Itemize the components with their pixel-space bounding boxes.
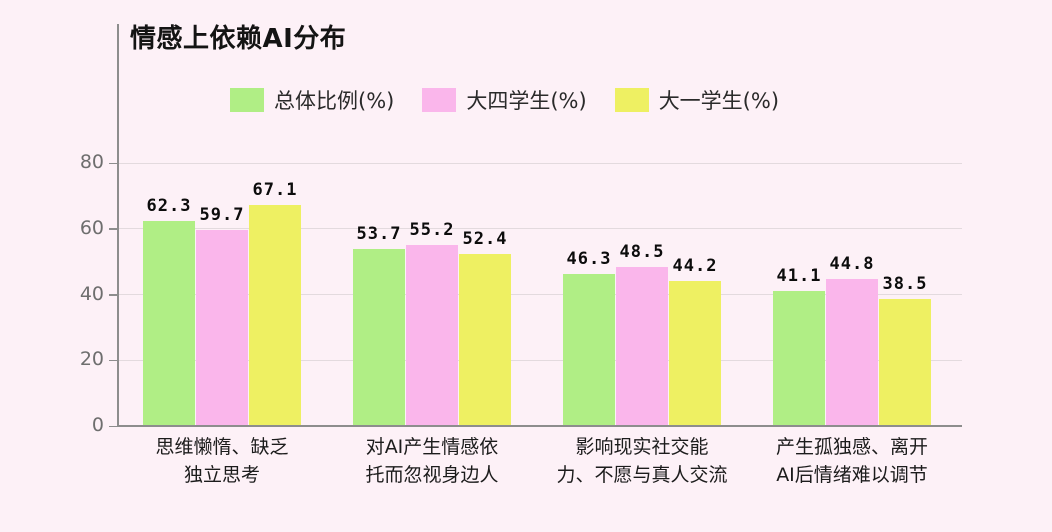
y-axis-tick <box>109 425 117 427</box>
bar-大四学生(%)-0[interactable] <box>196 230 248 426</box>
bar-总体比例(%)-3[interactable] <box>773 291 825 426</box>
y-axis-tick-label: 60 <box>79 216 104 239</box>
legend-item-series-1[interactable]: 大四学生(%) <box>422 85 587 115</box>
bar-大四学生(%)-2[interactable] <box>616 267 668 426</box>
y-axis-tick <box>109 359 117 362</box>
x-axis-line <box>117 425 962 427</box>
bar-column: 52.4 <box>459 224 511 426</box>
y-axis-tick-label: 0 <box>91 414 104 436</box>
legend-item-series-2[interactable]: 大一学生(%) <box>614 85 780 115</box>
bar-value-label: 67.1 <box>252 180 298 200</box>
bar-总体比例(%)-0[interactable] <box>143 221 195 426</box>
x-axis-category-label: 影响现实社交能 力、不愿与真人交流 <box>556 436 728 486</box>
bar-value-label: 44.2 <box>672 256 718 276</box>
bar-column: 67.1 <box>249 175 301 426</box>
x-axis-category-label: 思维懒惰、缺乏 独立思考 <box>155 436 289 486</box>
legend-item-series-0[interactable]: 总体比例(%) <box>230 85 394 115</box>
bar-column: 44.8 <box>826 249 878 426</box>
legend-item-label: 大四学生(%) <box>466 89 587 113</box>
bar-column: 53.7 <box>353 219 405 426</box>
bar-column: 41.1 <box>773 261 825 426</box>
y-axis-tick-label: 40 <box>79 282 104 305</box>
bar-column: 55.2 <box>406 215 458 426</box>
chart-title: 情感上依赖AI分布 <box>130 24 347 54</box>
bar-column: 59.7 <box>196 200 248 426</box>
bar-value-label: 59.7 <box>199 205 245 225</box>
gridline-y-80 <box>117 162 962 164</box>
bar-column: 38.5 <box>879 269 931 426</box>
bar-大一学生(%)-2[interactable] <box>669 281 721 426</box>
bar-总体比例(%)-2[interactable] <box>563 274 615 426</box>
bar-总体比例(%)-1[interactable] <box>353 249 405 426</box>
bar-value-label: 44.8 <box>829 254 875 274</box>
bar-column: 44.2 <box>669 251 721 426</box>
y-axis-tick-label: 80 <box>79 151 104 173</box>
bar-value-label: 38.5 <box>882 274 928 294</box>
legend-item-label: 大一学生(%) <box>658 89 780 113</box>
x-axis-category-label: 产生孤独感、离开 AI后情绪难以调节 <box>775 436 928 486</box>
bar-value-label: 48.5 <box>619 242 665 262</box>
bar-大一学生(%)-1[interactable] <box>459 254 511 426</box>
gridline-y-40 <box>117 294 962 295</box>
legend-swatch-icon <box>422 88 457 112</box>
bar-column: 62.3 <box>143 191 195 426</box>
bar-value-label: 46.3 <box>566 249 612 269</box>
y-axis-tick <box>109 228 117 230</box>
gridline-y-60 <box>117 228 962 230</box>
bar-value-label: 62.3 <box>146 196 192 216</box>
bar-column: 48.5 <box>616 237 668 426</box>
y-axis-tick <box>109 162 117 164</box>
bar-大一学生(%)-0[interactable] <box>249 205 301 426</box>
legend: 总体比例(%) 大四学生(%) 大一学生(%) <box>230 85 779 115</box>
y-axis-tick <box>109 294 117 296</box>
bar-大一学生(%)-3[interactable] <box>879 299 931 426</box>
legend-swatch-icon <box>230 88 264 112</box>
x-axis-category-label: 对AI产生情感依 托而忽视身边人 <box>365 436 499 486</box>
bar-value-label: 55.2 <box>409 220 455 240</box>
bar-column: 46.3 <box>563 244 615 426</box>
bar-大四学生(%)-1[interactable] <box>406 245 458 426</box>
bar-value-label: 41.1 <box>776 266 822 286</box>
legend-item-label: 总体比例(%) <box>274 89 395 113</box>
legend-swatch-icon <box>614 88 649 112</box>
y-axis-tick-label: 20 <box>79 348 104 371</box>
bar-value-label: 52.4 <box>462 229 508 249</box>
bar-大四学生(%)-3[interactable] <box>826 279 878 426</box>
bar-value-label: 53.7 <box>356 224 402 244</box>
y-axis-line <box>117 24 119 426</box>
gridline-y-20 <box>117 359 962 361</box>
